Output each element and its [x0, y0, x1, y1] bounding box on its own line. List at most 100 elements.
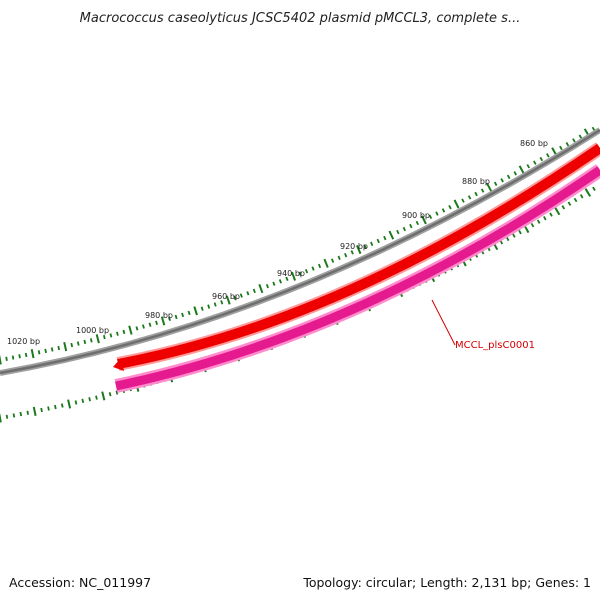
major-tick — [30, 349, 35, 359]
minor-tick — [12, 413, 16, 418]
gene-label-leader — [431, 299, 456, 346]
minor-tick — [526, 164, 530, 169]
plasmid-backbone-core — [0, 128, 600, 375]
minor-tick — [200, 306, 204, 311]
major-tick — [160, 316, 166, 326]
minor-tick — [474, 191, 478, 197]
minor-tick — [461, 198, 465, 203]
minor-tick — [60, 403, 64, 408]
major-tick — [193, 306, 198, 316]
map-title: Macrococcus caseolyticus JCSC5402 plasmi… — [79, 11, 521, 26]
minor-tick — [530, 222, 535, 228]
major-tick — [486, 182, 493, 192]
minor-tick — [44, 348, 47, 354]
accession-text: Accession: NC_011997 — [9, 575, 152, 590]
minor-tick — [37, 350, 41, 355]
gene-forward-strand[interactable] — [116, 142, 600, 371]
major-tick — [225, 295, 231, 305]
minor-tick — [543, 215, 547, 221]
gene-forward-arrow — [113, 358, 124, 371]
minor-tick — [533, 160, 537, 165]
minor-tick — [135, 326, 139, 331]
major-tick — [554, 206, 561, 216]
minor-tick — [207, 304, 211, 309]
tick-label-1000: 1000 bp — [76, 326, 109, 335]
minor-tick — [109, 333, 113, 338]
major-tick — [63, 341, 68, 352]
minor-tick — [81, 398, 85, 404]
tick-label-880: 880 bp — [462, 177, 490, 186]
tick-label-920: 920 bp — [340, 242, 368, 251]
minor-tick — [174, 314, 178, 320]
minor-tick — [505, 236, 510, 242]
tick-label-980: 980 bp — [145, 311, 173, 320]
minor-tick — [122, 329, 126, 335]
minor-tick — [513, 171, 517, 176]
minor-tick — [70, 342, 74, 348]
tick-label-1020: 1020 bp — [7, 337, 40, 346]
minor-tick — [108, 392, 112, 397]
minor-tick — [142, 324, 145, 329]
tick-label-960: 960 bp — [212, 292, 240, 301]
minor-tick — [546, 153, 550, 158]
major-tick — [421, 215, 427, 225]
minor-tick — [47, 406, 50, 411]
minor-tick — [506, 174, 511, 180]
minor-tick — [350, 250, 354, 255]
minor-tick — [572, 138, 576, 143]
minor-tick — [115, 390, 119, 395]
minor-tick — [317, 263, 322, 269]
major-tick — [518, 165, 525, 175]
minor-tick — [74, 400, 78, 405]
minor-tick — [573, 197, 578, 203]
gene-label[interactable]: MCCL_plsC0001 — [455, 340, 535, 351]
major-tick — [128, 325, 133, 335]
minor-tick — [148, 322, 152, 327]
minor-tick — [5, 356, 8, 361]
gene-reverse-body[interactable] — [115, 166, 600, 391]
minor-tick — [330, 258, 335, 263]
minor-tick — [246, 291, 250, 296]
minor-tick — [187, 310, 191, 316]
major-tick — [453, 199, 460, 209]
minor-tick — [344, 252, 348, 258]
minor-tick — [311, 266, 315, 271]
tick-label-900: 900 bp — [402, 211, 430, 220]
minor-tick — [265, 283, 269, 289]
minor-tick — [448, 204, 452, 210]
minor-tick — [363, 244, 367, 249]
minor-tick — [155, 320, 158, 325]
minor-tick — [5, 414, 9, 419]
minor-tick — [441, 208, 446, 213]
major-tick — [584, 188, 592, 197]
minor-tick — [88, 397, 91, 402]
gene-forward-body[interactable] — [117, 143, 600, 369]
minor-tick — [233, 295, 237, 300]
minor-tick — [252, 288, 256, 294]
minor-tick — [95, 395, 98, 400]
minor-tick — [54, 404, 57, 410]
minor-tick — [567, 201, 572, 206]
minor-tick — [500, 178, 504, 183]
minor-tick — [536, 219, 541, 224]
minor-tick — [383, 235, 387, 241]
major-tick — [0, 355, 2, 365]
major-tick — [32, 406, 37, 416]
minor-tick — [103, 334, 106, 340]
minor-tick — [402, 226, 407, 232]
minor-tick — [512, 233, 516, 238]
minor-tick — [415, 220, 420, 226]
minor-tick — [285, 276, 289, 282]
minor-tick — [213, 302, 217, 307]
minor-tick — [18, 354, 21, 359]
minor-tick — [435, 211, 439, 216]
minor-tick — [220, 300, 224, 305]
minor-tick — [168, 316, 171, 322]
minor-tick — [24, 352, 28, 358]
minor-tick — [565, 142, 570, 147]
minor-tick — [337, 255, 341, 261]
major-tick — [101, 391, 106, 401]
minor-tick — [239, 293, 243, 298]
